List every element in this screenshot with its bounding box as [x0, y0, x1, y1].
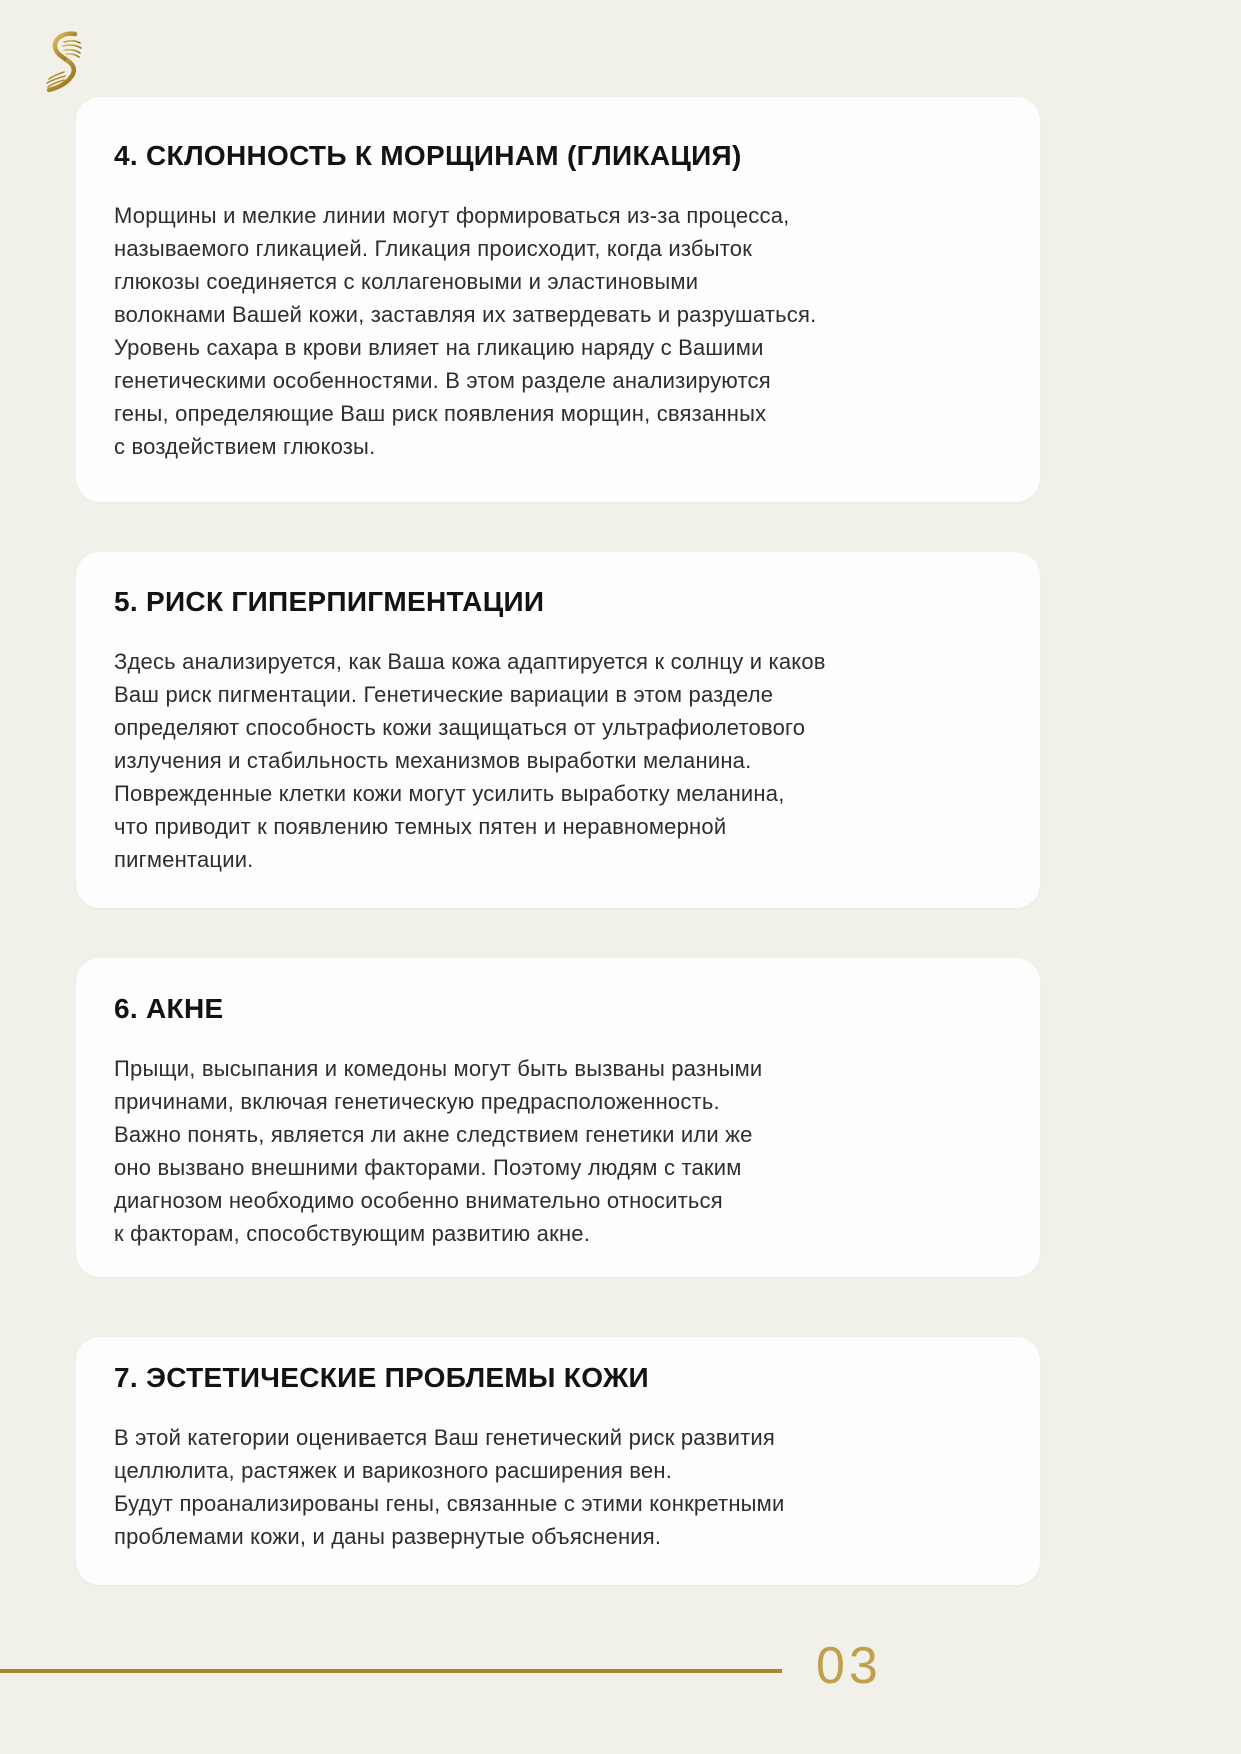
section-body-aesthetic-problems: В этой категории оценивается Ваш генетич… [114, 1425, 785, 1549]
footer-divider-line [0, 1669, 782, 1673]
section-heading-acne: 6. АКНЕ [114, 993, 224, 1024]
section-card-hyperpigmentation: 5. РИСК ГИПЕРПИГМЕНТАЦИИ Здесь анализиру… [76, 552, 1040, 908]
section-heading-hyperpigmentation: 5. РИСК ГИПЕРПИГМЕНТАЦИИ [114, 586, 545, 617]
section-body-wrinkles: Морщины и мелкие линии могут формировать… [114, 203, 817, 459]
dna-helix-icon [46, 31, 82, 93]
section-card-wrinkles: 4. СКЛОННОСТЬ К МОРЩИНАМ (ГЛИКАЦИЯ) Морщ… [76, 97, 1040, 502]
section-body-acne: Прыщи, высыпания и комедоны могут быть в… [114, 1056, 763, 1246]
section-body-hyperpigmentation: Здесь анализируется, как Ваша кожа адапт… [114, 649, 826, 872]
page-number: 03 [816, 1637, 882, 1695]
section-card-acne: 6. АКНЕ Прыщи, высыпания и комедоны могу… [76, 958, 1040, 1277]
section-card-aesthetic-problems: 7. ЭСТЕТИЧЕСКИЕ ПРОБЛЕМЫ КОЖИ В этой кат… [76, 1337, 1040, 1585]
section-heading-wrinkles: 4. СКЛОННОСТЬ К МОРЩИНАМ (ГЛИКАЦИЯ) [114, 140, 742, 171]
section-heading-aesthetic-problems: 7. ЭСТЕТИЧЕСКИЕ ПРОБЛЕМЫ КОЖИ [114, 1362, 649, 1393]
